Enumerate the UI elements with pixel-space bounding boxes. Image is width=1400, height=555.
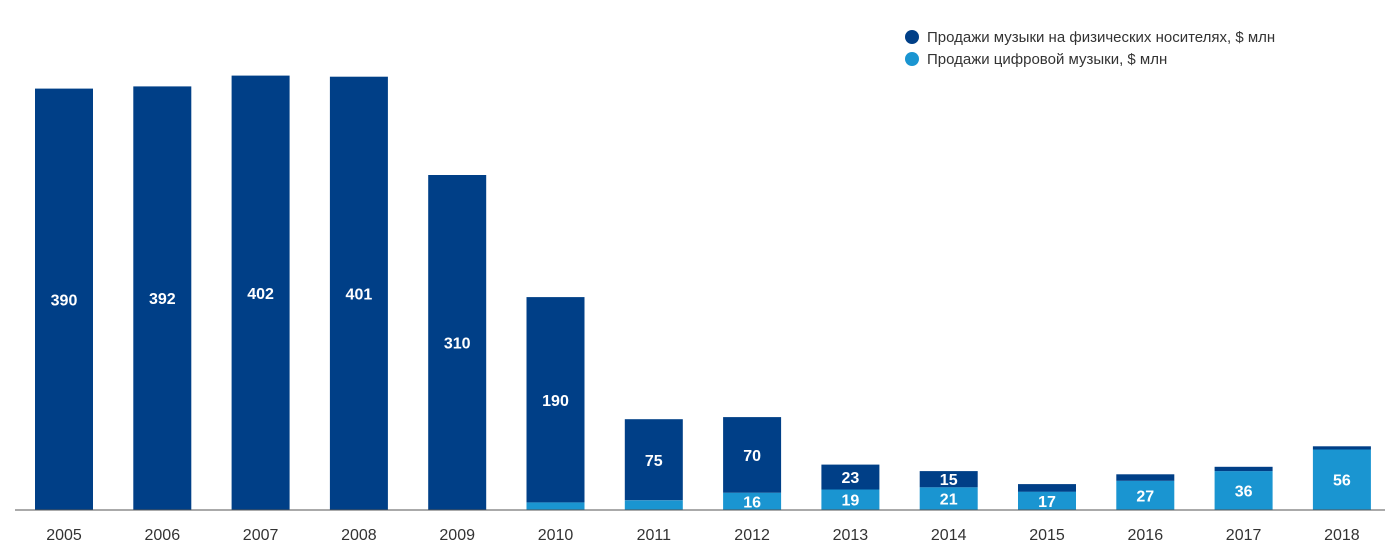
- legend-item-digital: Продажи цифровой музыки, $ млн: [905, 48, 1275, 70]
- bar-digital-2011: [624, 500, 683, 510]
- value-label-physical-2012: 70: [743, 448, 761, 465]
- x-tick-2011: 2011: [637, 527, 672, 544]
- bar-physical-2016: [1116, 474, 1175, 481]
- bar-digital-2018: [1312, 449, 1371, 510]
- value-label-digital-2013: 19: [842, 493, 860, 510]
- bar-digital-2012: [723, 492, 782, 510]
- value-label-physical-2011: 75: [645, 453, 663, 470]
- bars-group: [35, 75, 1371, 511]
- legend-dot-digital: [905, 52, 919, 66]
- x-tick-2005: 2005: [46, 527, 82, 544]
- bar-digital-2014: [919, 487, 978, 510]
- bar-physical-2008: [329, 76, 388, 510]
- x-tick-2009: 2009: [439, 527, 475, 544]
- x-tick-2007: 2007: [243, 527, 279, 544]
- x-tick-2015: 2015: [1029, 527, 1065, 544]
- legend-item-physical: Продажи музыки на физических носителях, …: [905, 26, 1275, 48]
- legend-label-digital: Продажи цифровой музыки, $ млн: [927, 50, 1168, 68]
- bar-physical-2010: [526, 297, 585, 503]
- bar-digital-2015: [1018, 491, 1076, 510]
- value-labels-group: 390 392 402 401 310 190 75 16 70 19 23 21 15 17 27 36 56: [51, 286, 1351, 512]
- legend-dot-physical: [905, 30, 919, 44]
- legend-label-physical: Продажи музыки на физических носителях, …: [927, 28, 1276, 46]
- value-label-physical-2005: 390: [51, 292, 78, 309]
- x-tick-2017: 2017: [1226, 527, 1262, 544]
- value-label-digital-2015: 17: [1038, 494, 1056, 511]
- value-label-physical-2009: 310: [444, 336, 471, 353]
- value-label-physical-2007: 402: [247, 286, 274, 303]
- bar-digital-2017: [1214, 471, 1273, 510]
- bar-physical-2012: [723, 417, 782, 493]
- x-tick-2008: 2008: [341, 527, 377, 544]
- value-label-digital-2018: 56: [1333, 473, 1351, 490]
- x-tick-labels-group: 2005 2006 2007 2008 2009 2010 2011 2012 2013 2014…: [46, 527, 1360, 544]
- x-tick-2013: 2013: [833, 527, 869, 544]
- value-label-physical-2008: 401: [346, 286, 373, 303]
- bar-physical-2005: [35, 88, 93, 510]
- bar-digital-2010: [526, 502, 585, 510]
- value-label-physical-2013: 23: [842, 470, 860, 487]
- value-label-digital-2016: 27: [1136, 488, 1154, 505]
- x-tick-2010: 2010: [538, 527, 574, 544]
- bar-physical-2014: [919, 471, 978, 488]
- bar-physical-2018: [1312, 446, 1371, 450]
- x-tick-2012: 2012: [734, 527, 770, 544]
- x-tick-2016: 2016: [1128, 527, 1164, 544]
- value-label-physical-2014: 15: [940, 472, 958, 489]
- bar-digital-2016: [1116, 480, 1175, 510]
- bar-physical-2006: [133, 86, 192, 511]
- value-label-physical-2010: 190: [542, 393, 569, 410]
- value-label-physical-2006: 392: [149, 291, 176, 308]
- value-label-digital-2014: 21: [940, 492, 958, 509]
- value-label-digital-2012: 16: [743, 494, 761, 511]
- bar-physical-2007: [231, 75, 290, 510]
- bar-physical-2015: [1018, 484, 1076, 492]
- bar-digital-2013: [821, 489, 880, 510]
- bar-physical-2011: [624, 419, 683, 501]
- x-tick-2006: 2006: [145, 527, 181, 544]
- bar-physical-2013: [821, 464, 880, 490]
- x-tick-2014: 2014: [931, 527, 967, 544]
- legend: Продажи музыки на физических носителях, …: [905, 26, 1275, 70]
- bar-physical-2009: [428, 175, 487, 510]
- x-tick-2018: 2018: [1324, 527, 1360, 544]
- bar-physical-2017: [1214, 466, 1273, 472]
- value-label-digital-2017: 36: [1235, 484, 1253, 501]
